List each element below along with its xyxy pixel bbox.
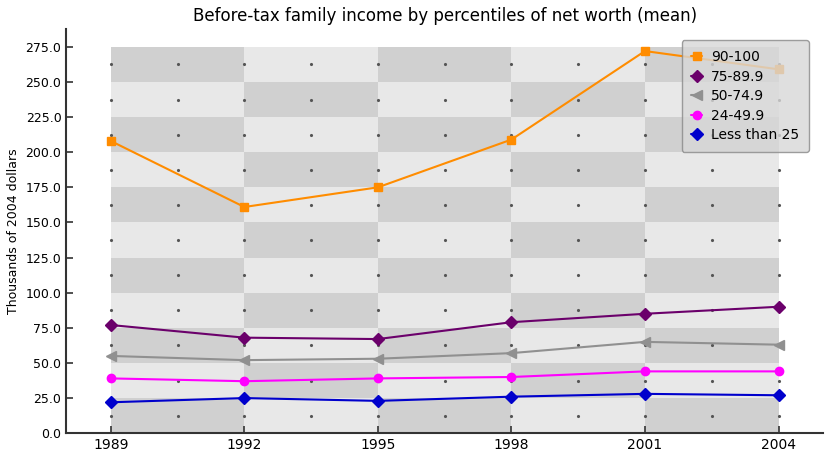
Bar bbox=[110, 47, 244, 82]
Bar bbox=[244, 257, 378, 293]
Bar bbox=[511, 293, 645, 328]
Bar bbox=[645, 187, 779, 223]
Bar bbox=[511, 398, 645, 433]
Less than 25 bbox=[640, 391, 650, 397]
Bar bbox=[110, 363, 244, 398]
Bar bbox=[110, 257, 244, 293]
Bar bbox=[378, 47, 511, 82]
Bar bbox=[244, 398, 378, 433]
Bar bbox=[244, 223, 378, 257]
Bar bbox=[244, 363, 378, 398]
Bar bbox=[511, 223, 645, 257]
Bar bbox=[645, 47, 779, 82]
24-49.9 bbox=[239, 379, 249, 384]
Bar bbox=[511, 117, 645, 152]
Less than 25 bbox=[373, 398, 383, 403]
Bar bbox=[645, 398, 779, 433]
Y-axis label: Thousands of 2004 dollars: Thousands of 2004 dollars bbox=[7, 148, 20, 314]
75-89.9 bbox=[774, 304, 784, 309]
Bar bbox=[244, 152, 378, 187]
Bar bbox=[378, 293, 511, 328]
Line: 50-74.9: 50-74.9 bbox=[106, 337, 784, 365]
24-49.9 bbox=[105, 375, 115, 381]
Bar bbox=[110, 117, 244, 152]
Bar bbox=[645, 257, 779, 293]
Title: Before-tax family income by percentiles of net worth (mean): Before-tax family income by percentiles … bbox=[193, 7, 696, 25]
90-100 bbox=[373, 185, 383, 190]
75-89.9 bbox=[105, 322, 115, 328]
Bar bbox=[378, 328, 511, 363]
Bar bbox=[511, 152, 645, 187]
75-89.9 bbox=[373, 336, 383, 342]
50-74.9 bbox=[239, 358, 249, 363]
Bar bbox=[244, 117, 378, 152]
Legend: 90-100, 75-89.9, 50-74.9, 24-49.9, Less than 25: 90-100, 75-89.9, 50-74.9, 24-49.9, Less … bbox=[681, 40, 808, 152]
90-100 bbox=[506, 137, 516, 142]
50-74.9 bbox=[105, 353, 115, 358]
75-89.9 bbox=[239, 335, 249, 341]
50-74.9 bbox=[640, 339, 650, 345]
Bar bbox=[511, 328, 645, 363]
Less than 25 bbox=[239, 395, 249, 401]
90-100 bbox=[640, 48, 650, 54]
Bar bbox=[244, 187, 378, 223]
Bar bbox=[378, 223, 511, 257]
Bar bbox=[110, 328, 244, 363]
Bar bbox=[511, 47, 645, 82]
24-49.9 bbox=[640, 369, 650, 374]
Bar bbox=[378, 187, 511, 223]
Bar bbox=[378, 82, 511, 117]
Bar bbox=[110, 82, 244, 117]
Line: 90-100: 90-100 bbox=[106, 47, 783, 211]
Bar bbox=[244, 47, 378, 82]
Bar bbox=[645, 82, 779, 117]
75-89.9 bbox=[506, 319, 516, 325]
Line: Less than 25: Less than 25 bbox=[106, 390, 783, 407]
Bar bbox=[110, 152, 244, 187]
Line: 75-89.9: 75-89.9 bbox=[106, 302, 783, 343]
Bar bbox=[511, 82, 645, 117]
Bar bbox=[244, 328, 378, 363]
Bar bbox=[645, 152, 779, 187]
Bar bbox=[511, 363, 645, 398]
Bar bbox=[110, 223, 244, 257]
Bar bbox=[244, 82, 378, 117]
Bar bbox=[645, 293, 779, 328]
Less than 25 bbox=[506, 394, 516, 399]
Bar bbox=[511, 187, 645, 223]
90-100 bbox=[774, 67, 784, 72]
Bar bbox=[645, 363, 779, 398]
Bar bbox=[378, 257, 511, 293]
Bar bbox=[378, 117, 511, 152]
50-74.9 bbox=[373, 356, 383, 362]
24-49.9 bbox=[373, 375, 383, 381]
50-74.9 bbox=[774, 342, 784, 347]
Bar bbox=[511, 257, 645, 293]
Less than 25 bbox=[774, 392, 784, 398]
Line: 24-49.9: 24-49.9 bbox=[106, 367, 783, 386]
Bar bbox=[645, 223, 779, 257]
Bar bbox=[244, 293, 378, 328]
Bar bbox=[378, 398, 511, 433]
24-49.9 bbox=[774, 369, 784, 374]
Less than 25 bbox=[105, 399, 115, 405]
Bar bbox=[645, 117, 779, 152]
50-74.9 bbox=[506, 350, 516, 356]
Bar bbox=[645, 328, 779, 363]
90-100 bbox=[105, 138, 115, 144]
24-49.9 bbox=[506, 374, 516, 380]
Bar bbox=[110, 398, 244, 433]
Bar bbox=[378, 363, 511, 398]
Bar bbox=[378, 152, 511, 187]
Bar bbox=[110, 187, 244, 223]
Bar bbox=[110, 293, 244, 328]
90-100 bbox=[239, 204, 249, 210]
75-89.9 bbox=[640, 311, 650, 317]
